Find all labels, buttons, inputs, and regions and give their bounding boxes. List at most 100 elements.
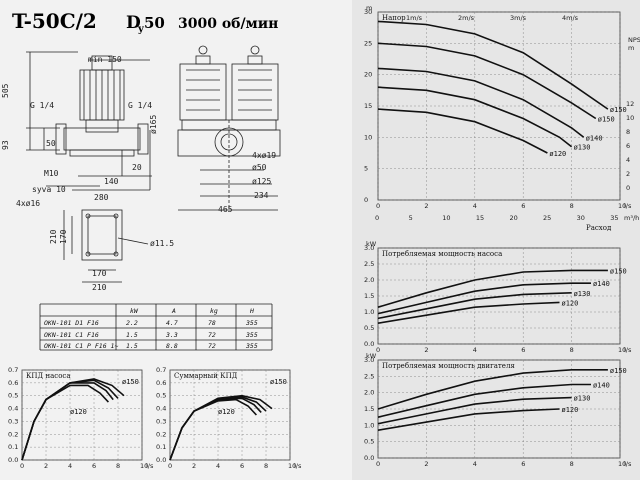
- chart-title: Потребляемая мощность двигателя: [382, 362, 515, 370]
- dim-93: 93: [1, 140, 10, 150]
- table-row-kw: 1.5: [126, 331, 138, 339]
- y-tick-label: 15: [364, 102, 372, 110]
- x-tick-label-m3h: 20: [509, 214, 517, 222]
- dim-g14-right: G 1/4: [128, 101, 152, 110]
- series-line: [377, 408, 560, 431]
- y-tick-label: 3.0: [364, 356, 374, 364]
- dim-phi11-5: ø11.5: [150, 239, 174, 248]
- x-tick-label: 0: [376, 460, 380, 468]
- table-row-name: OKN-101 C1 P F16 1~: [44, 342, 118, 350]
- y-tick-label: 0.6: [156, 379, 166, 387]
- series-label: ø130: [574, 290, 591, 298]
- y-tick-label: 2.0: [364, 276, 374, 284]
- right-panel: [352, 0, 640, 480]
- x-axis-unit: l/s: [294, 462, 302, 470]
- model-title: T-50C/2: [12, 9, 97, 33]
- x-tick-label: 0: [376, 346, 380, 354]
- curve-label: ø120: [218, 408, 235, 416]
- pump-efficiency-chart: 0 2 4 6 8 10 0.0 0.1 0.2 0.3 0.4 0.5 0.6 0.7 КПД насос…: [8, 366, 154, 470]
- series-label: ø130: [574, 395, 591, 403]
- y-tick-label: 0.4: [156, 405, 166, 413]
- series-line: [169, 398, 257, 461]
- series-line: [377, 108, 548, 154]
- table-row-kw: 2.2: [126, 319, 138, 327]
- x-tick-label: 6: [92, 462, 96, 470]
- y-tick-label: 5: [364, 165, 368, 173]
- x-tick-label: 2: [424, 460, 428, 468]
- series-label: ø140: [586, 134, 603, 142]
- x-axis-label: Расход: [586, 224, 612, 232]
- series-line: [169, 397, 262, 461]
- x-unit-m3h: m³/h: [624, 214, 639, 222]
- velocity-label: 3m/s: [510, 14, 527, 22]
- chart-title: Суммарный КПД: [174, 372, 238, 380]
- y-tick-label: 0.0: [364, 340, 374, 348]
- x-tick-label: 2: [192, 462, 196, 470]
- x-tick-label: 2: [424, 346, 428, 354]
- x-tick-label: 10: [618, 202, 626, 210]
- x-tick-label: 6: [240, 462, 244, 470]
- series-label: ø120: [549, 150, 566, 158]
- series-line: [377, 396, 572, 425]
- x-tick-label: 4: [68, 462, 72, 470]
- y-tick-label: 0.1: [156, 443, 166, 451]
- dim-syva10: syva 10: [32, 185, 66, 194]
- dim-50: 50: [46, 139, 56, 148]
- table-row-h: 355: [245, 319, 258, 327]
- x-axis-unit: l/s: [624, 460, 632, 468]
- dim-4x16: 4xø16: [16, 199, 40, 208]
- series-label: ø130: [574, 144, 591, 152]
- table-header-h: H: [249, 307, 254, 315]
- table-header-a: A: [171, 307, 176, 315]
- spec-table: [39, 303, 273, 351]
- dn-label: D: [126, 13, 141, 33]
- y-tick-label: 0.1: [8, 443, 18, 451]
- dim-phi165: ø165: [149, 115, 158, 134]
- table-row-a: 4.7: [166, 319, 178, 327]
- x-tick-label: 8: [570, 346, 574, 354]
- y-tick-label: 0: [364, 196, 368, 204]
- series-line: [377, 67, 585, 138]
- y-tick-label: 0.0: [8, 456, 18, 464]
- y-tick-label: 1.5: [364, 405, 374, 413]
- y-tick-label: 2.0: [364, 389, 374, 397]
- motor-power-chart: 0 2 4 6 8 10 0.0 0.5 1.0 1.5 2.0 2.5 3.0 Потребляемая…: [364, 352, 632, 468]
- velocity-label: 4m/s: [562, 14, 579, 22]
- y-tick-label: 0.4: [8, 405, 18, 413]
- x-axis-unit: l/s: [146, 462, 154, 470]
- base-plate-drawing: [63, 209, 149, 283]
- series-line: [377, 20, 609, 110]
- table-row-kg: 72: [208, 331, 216, 339]
- x-tick-label-m3h: 15: [476, 214, 484, 222]
- dim-20: 20: [132, 163, 142, 172]
- npsh-tick-label: 6: [626, 142, 630, 150]
- y-tick-label: 0.2: [8, 430, 18, 438]
- x-tick-label: 0: [376, 202, 380, 210]
- chart-title: КПД насоса: [26, 372, 71, 380]
- y-tick-label: 0.3: [156, 417, 166, 425]
- x-tick-label: 2: [424, 202, 428, 210]
- table-row-a: 8.8: [166, 342, 178, 350]
- npsh-tick-label: 12: [626, 100, 634, 108]
- x-tick-label: 10: [618, 460, 626, 468]
- total-efficiency-chart: 0 2 4 6 8 10 0.0 0.1 0.2 0.3 0.4 0.5 0.6 0.7 Суммарный…: [156, 366, 302, 470]
- series-label: ø150: [610, 367, 627, 375]
- chart-title: Потребляемая мощность насоса: [382, 250, 502, 258]
- curve-label: ø150: [122, 378, 139, 386]
- dim-m10: M10: [44, 169, 59, 178]
- y-tick-label: 0.5: [364, 324, 374, 332]
- left-panel: [0, 0, 352, 480]
- table-row-a: 3.3: [165, 331, 178, 339]
- x-tick-label-m3h: 5: [409, 214, 413, 222]
- series-line: [377, 42, 597, 120]
- table-row-name: OKN-101 C1 F16: [44, 331, 99, 339]
- npsh-tick-label: 2: [626, 170, 630, 178]
- table-row-name: OKN-101 D1 F16: [44, 319, 99, 327]
- x-unit-ls: l/s: [624, 202, 632, 210]
- x-tick-label-m3h: 35: [610, 214, 618, 222]
- y-tick-label: 0.7: [8, 366, 18, 374]
- y-tick-label: 0.2: [156, 430, 166, 438]
- x-tick-label: 6: [521, 202, 525, 210]
- x-tick-label-m3h: 0: [375, 214, 379, 222]
- x-tick-label: 8: [570, 202, 574, 210]
